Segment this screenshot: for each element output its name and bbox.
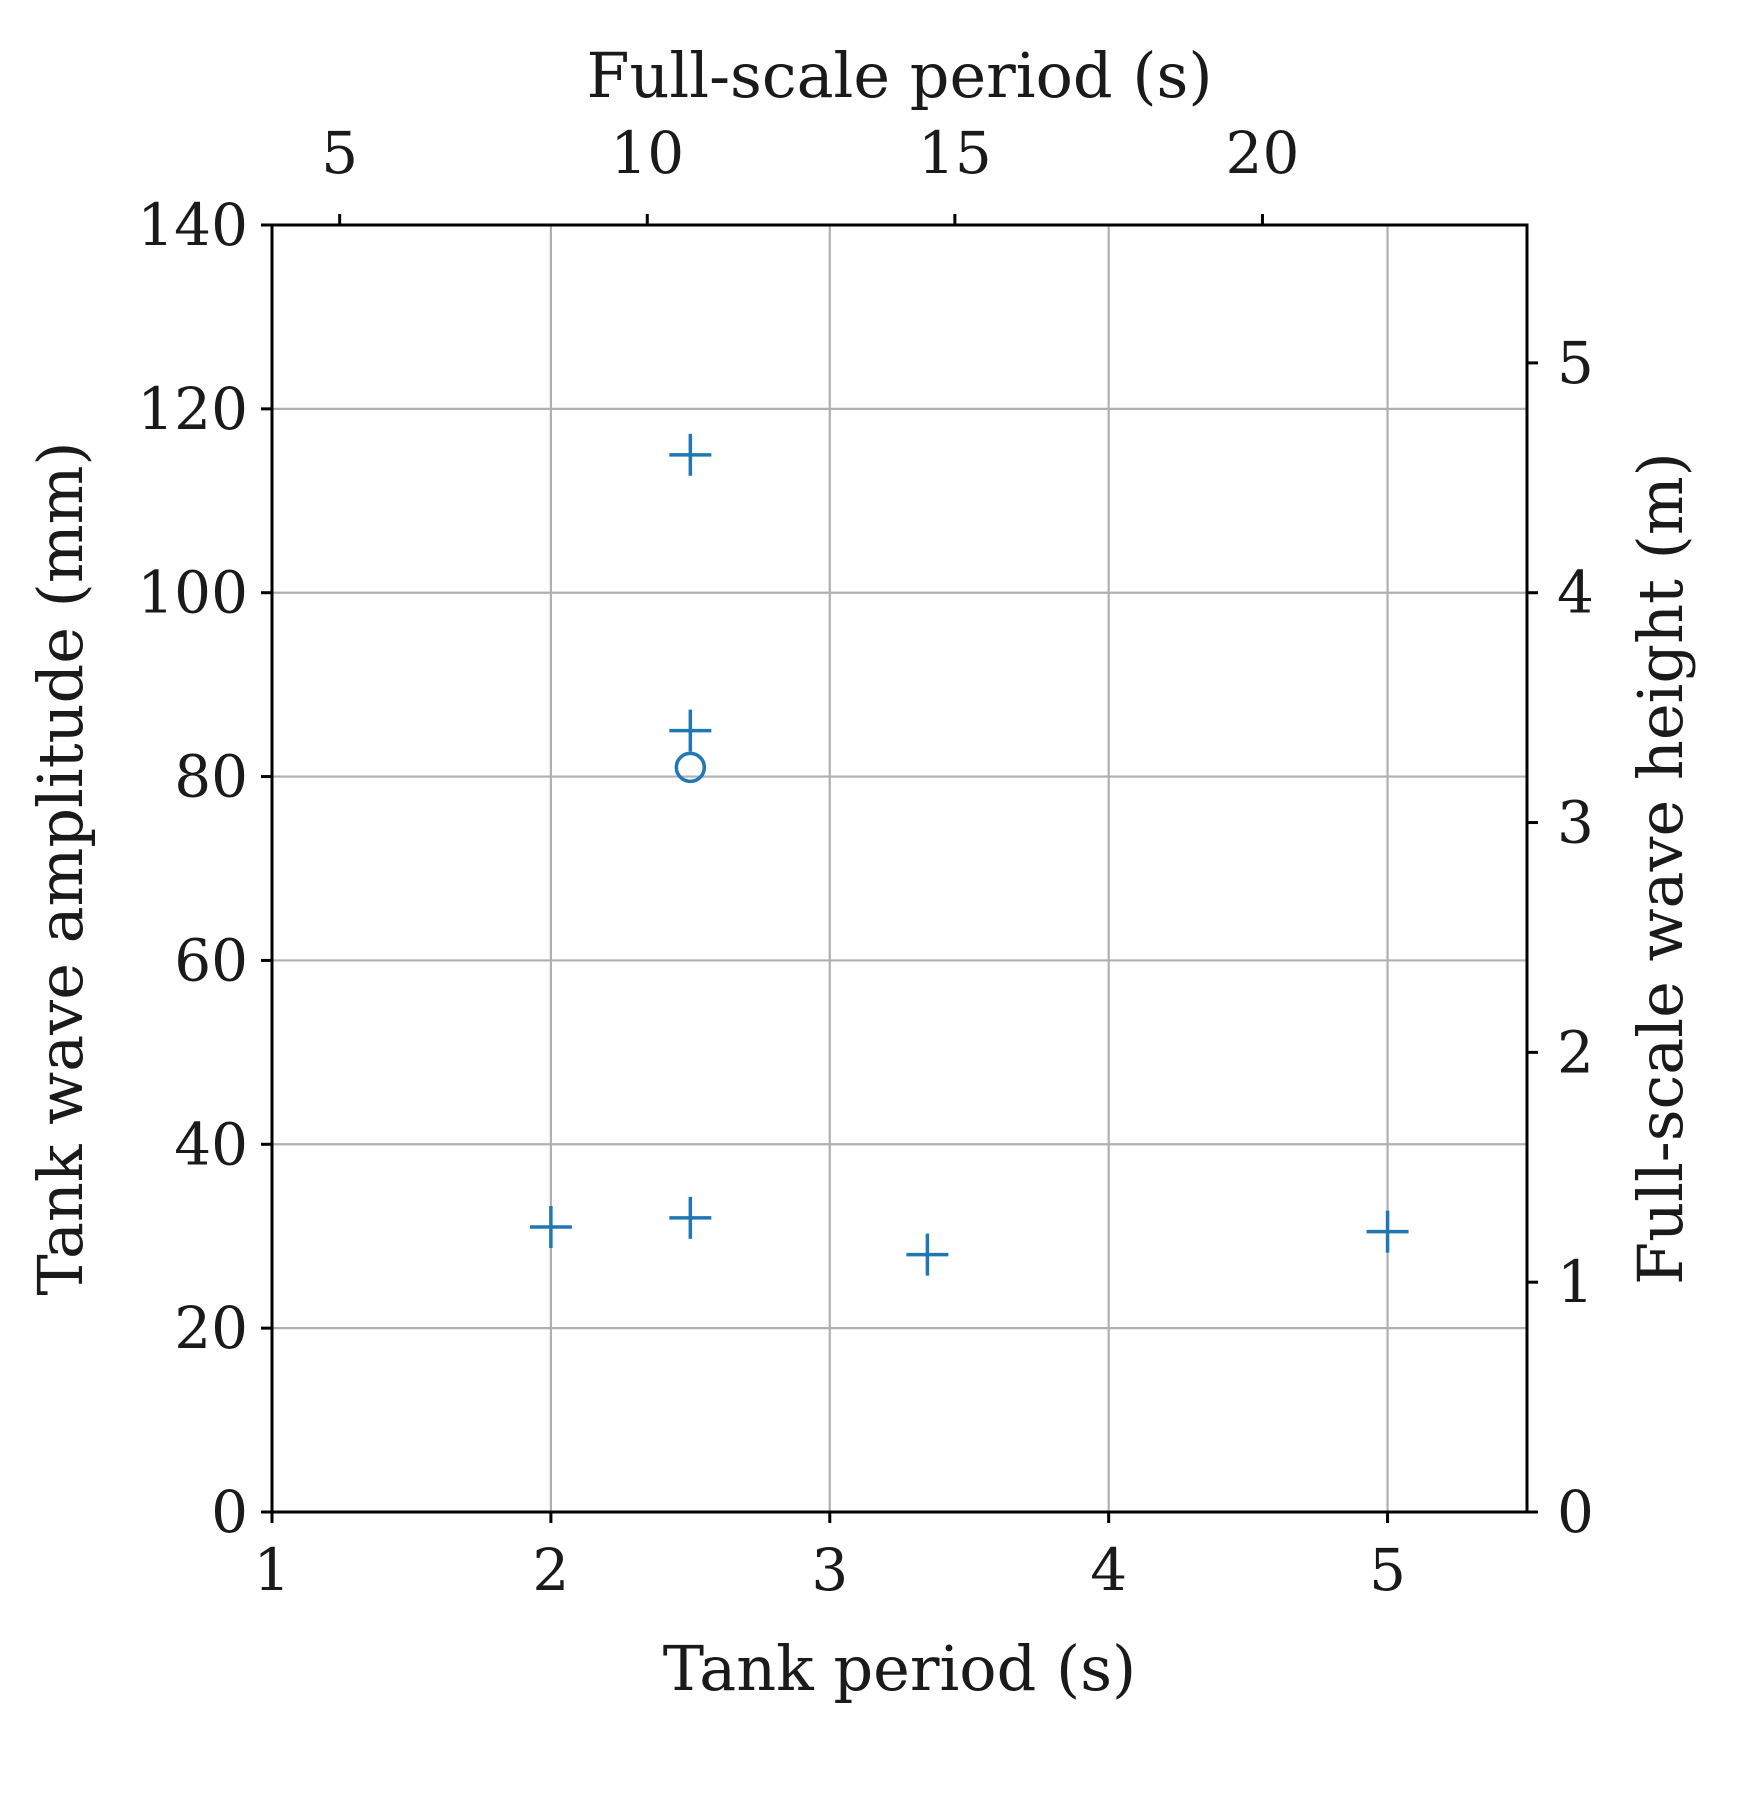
plot-frame bbox=[270, 223, 1529, 1514]
x-tick-label: 3 bbox=[811, 1536, 848, 1604]
y-tick-label: 100 bbox=[137, 559, 248, 627]
right-y-tick-label: 3 bbox=[1557, 789, 1594, 857]
right-y-tick-label: 0 bbox=[1557, 1478, 1594, 1546]
plus-marker bbox=[529, 1206, 572, 1249]
top-x-tick-label: 5 bbox=[321, 119, 358, 187]
y-tick-label: 140 bbox=[137, 191, 248, 259]
right-y-tick-label: 5 bbox=[1557, 329, 1594, 397]
y-tick-label: 0 bbox=[211, 1478, 248, 1546]
tick-marks bbox=[261, 214, 1538, 1523]
x-tick-label: 5 bbox=[1369, 1536, 1406, 1604]
plus-marker bbox=[669, 1196, 712, 1239]
plus-marker bbox=[669, 433, 712, 476]
y-tick-label: 40 bbox=[174, 1110, 248, 1178]
top-x-tick-label: 20 bbox=[1226, 119, 1300, 187]
right-y-tick-label: 1 bbox=[1557, 1248, 1594, 1316]
circle-marker bbox=[674, 751, 707, 784]
top-x-tick-label: 15 bbox=[918, 119, 992, 187]
top-x-axis-title: Full-scale period (s) bbox=[586, 39, 1212, 112]
right-y-axis-title: Full-scale wave height (m) bbox=[1624, 452, 1697, 1285]
y-axis-title: Tank wave amplitude (mm) bbox=[24, 441, 97, 1295]
data-marks bbox=[529, 433, 1409, 1276]
right-y-tick-label: 2 bbox=[1557, 1018, 1594, 1086]
plus-marker bbox=[906, 1233, 949, 1276]
plus-marker bbox=[1366, 1210, 1409, 1253]
y-tick-label: 60 bbox=[174, 926, 248, 994]
y-tick-label: 20 bbox=[174, 1294, 248, 1362]
x-tick-label: 4 bbox=[1090, 1536, 1127, 1604]
top-x-tick-label: 10 bbox=[610, 119, 684, 187]
y-tick-label: 120 bbox=[137, 375, 248, 443]
plus-marker bbox=[669, 709, 712, 752]
x-tick-label: 1 bbox=[254, 1536, 291, 1604]
right-y-tick-label: 4 bbox=[1557, 559, 1594, 627]
grid bbox=[270, 223, 1527, 1514]
x-tick-label: 2 bbox=[532, 1536, 569, 1604]
x-axis-title: Tank period (s) bbox=[663, 1632, 1136, 1705]
y-tick-label: 80 bbox=[174, 743, 248, 811]
